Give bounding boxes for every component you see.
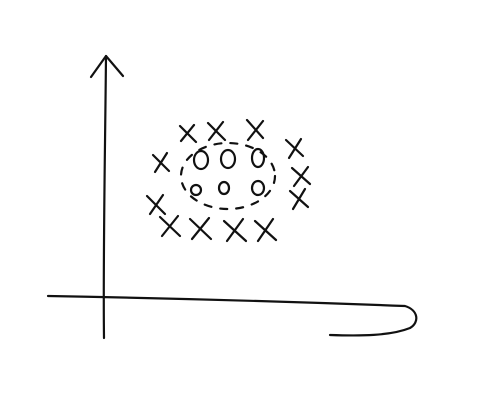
- y-axis-arrow: [89, 54, 125, 79]
- circle-marks: [189, 147, 266, 197]
- boundary: [179, 141, 277, 211]
- y-axis: [102, 54, 108, 340]
- cross-marks: [145, 118, 312, 243]
- x-axis: [46, 294, 418, 337]
